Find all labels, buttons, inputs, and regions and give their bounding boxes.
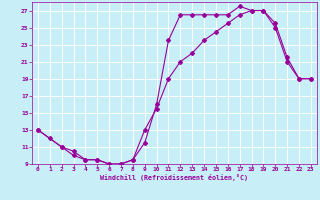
X-axis label: Windchill (Refroidissement éolien,°C): Windchill (Refroidissement éolien,°C) [100,174,248,181]
